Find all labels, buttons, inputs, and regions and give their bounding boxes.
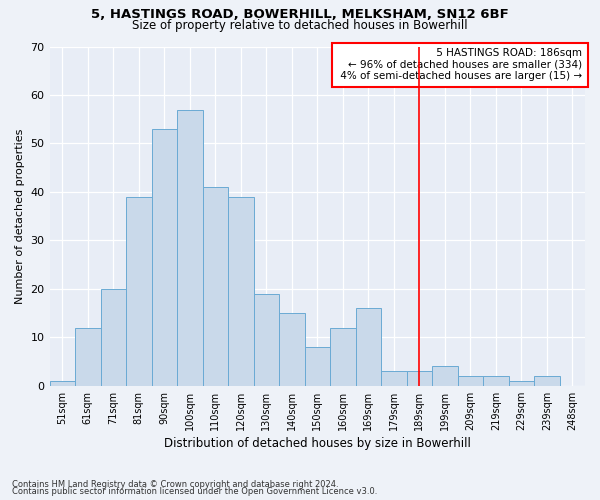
Text: Contains HM Land Registry data © Crown copyright and database right 2024.: Contains HM Land Registry data © Crown c… [12, 480, 338, 489]
Bar [534, 376, 560, 386]
Bar [75, 328, 101, 386]
Bar [458, 376, 483, 386]
Bar [254, 294, 279, 386]
Bar [152, 129, 177, 386]
Bar [509, 381, 534, 386]
Text: Contains public sector information licensed under the Open Government Licence v3: Contains public sector information licen… [12, 487, 377, 496]
X-axis label: Distribution of detached houses by size in Bowerhill: Distribution of detached houses by size … [164, 437, 471, 450]
Bar [356, 308, 381, 386]
Text: 5, HASTINGS ROAD, BOWERHILL, MELKSHAM, SN12 6BF: 5, HASTINGS ROAD, BOWERHILL, MELKSHAM, S… [91, 8, 509, 20]
Bar [50, 381, 75, 386]
Bar [203, 187, 228, 386]
Bar [483, 376, 509, 386]
Bar [432, 366, 458, 386]
Bar [101, 289, 126, 386]
Bar [177, 110, 203, 386]
Y-axis label: Number of detached properties: Number of detached properties [15, 128, 25, 304]
Bar [330, 328, 356, 386]
Bar [305, 347, 330, 386]
Text: 5 HASTINGS ROAD: 186sqm
← 96% of detached houses are smaller (334)
 4% of semi-d: 5 HASTINGS ROAD: 186sqm ← 96% of detache… [337, 48, 583, 82]
Bar [228, 197, 254, 386]
Bar [381, 372, 407, 386]
Bar [126, 197, 152, 386]
Bar [279, 313, 305, 386]
Bar [407, 372, 432, 386]
Text: Size of property relative to detached houses in Bowerhill: Size of property relative to detached ho… [132, 18, 468, 32]
